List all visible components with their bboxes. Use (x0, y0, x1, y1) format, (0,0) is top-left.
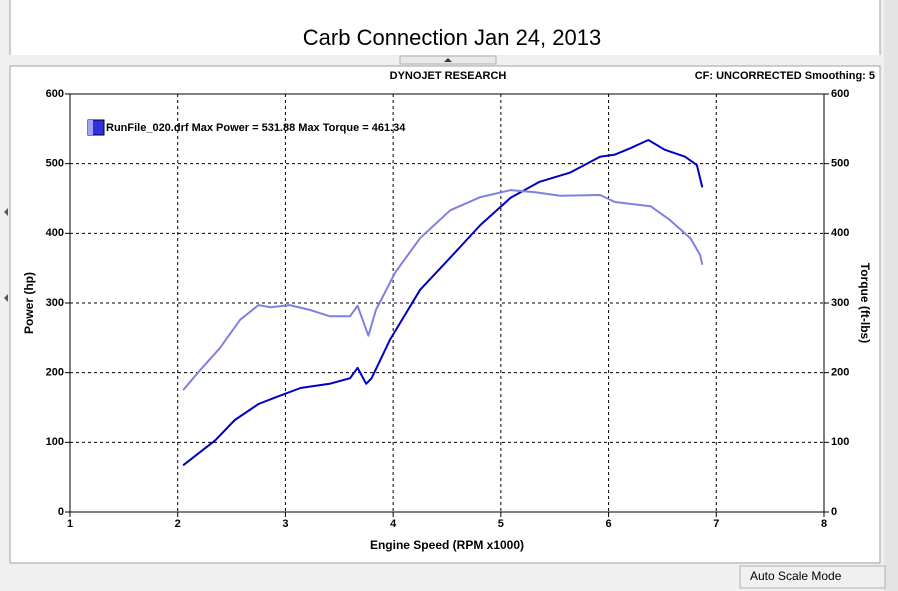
y-tick-label: 0 (58, 506, 64, 518)
y2-axis-label: Torque (ft-lbs) (858, 263, 872, 343)
plot-area (69, 93, 825, 513)
y-axis-label: Power (hp) (22, 272, 36, 334)
splitter-arrow (444, 58, 452, 62)
chart-title: Carb Connection Jan 24, 2013 (303, 25, 601, 50)
y2-tick-label: 300 (831, 297, 849, 309)
header-left: DYNOJET RESEARCH (390, 70, 507, 82)
legend-text: RunFile_020.drf Max Power = 531.88 Max T… (106, 122, 406, 134)
y-tick-label: 300 (46, 297, 64, 309)
series-line (182, 189, 704, 391)
y-tick-label: 100 (46, 436, 64, 448)
status-panel (739, 565, 886, 589)
x-tick-label: 8 (821, 518, 827, 530)
y-tick-label: 500 (46, 158, 64, 170)
y-tick-label: 400 (46, 227, 64, 239)
status-text: Auto Scale Mode (750, 569, 842, 583)
x-tick-label: 5 (498, 518, 504, 530)
y-tick-label: 200 (46, 367, 64, 379)
x-tick-label: 2 (175, 518, 181, 530)
y2-tick-label: 400 (831, 227, 849, 239)
y2-tick-label: 600 (831, 88, 849, 100)
y2-tick-label: 200 (831, 367, 849, 379)
header-right: CF: UNCORRECTED Smoothing: 5 (695, 70, 875, 82)
legend-swatch-hl (88, 120, 93, 135)
y2-tick-label: 0 (831, 506, 837, 518)
x-tick-label: 6 (606, 518, 612, 530)
x-tick-label: 3 (282, 518, 288, 530)
x-axis-label: Engine Speed (RPM x1000) (370, 538, 524, 552)
x-tick-label: 4 (390, 518, 397, 530)
title-panel (10, 0, 880, 55)
x-tick-label: 1 (67, 518, 73, 530)
y2-tick-label: 100 (831, 436, 849, 448)
scrollbar[interactable] (884, 0, 898, 591)
y2-tick-label: 500 (831, 158, 849, 170)
y-tick-label: 600 (46, 88, 64, 100)
series-line (182, 139, 704, 467)
x-tick-label: 7 (713, 518, 719, 530)
